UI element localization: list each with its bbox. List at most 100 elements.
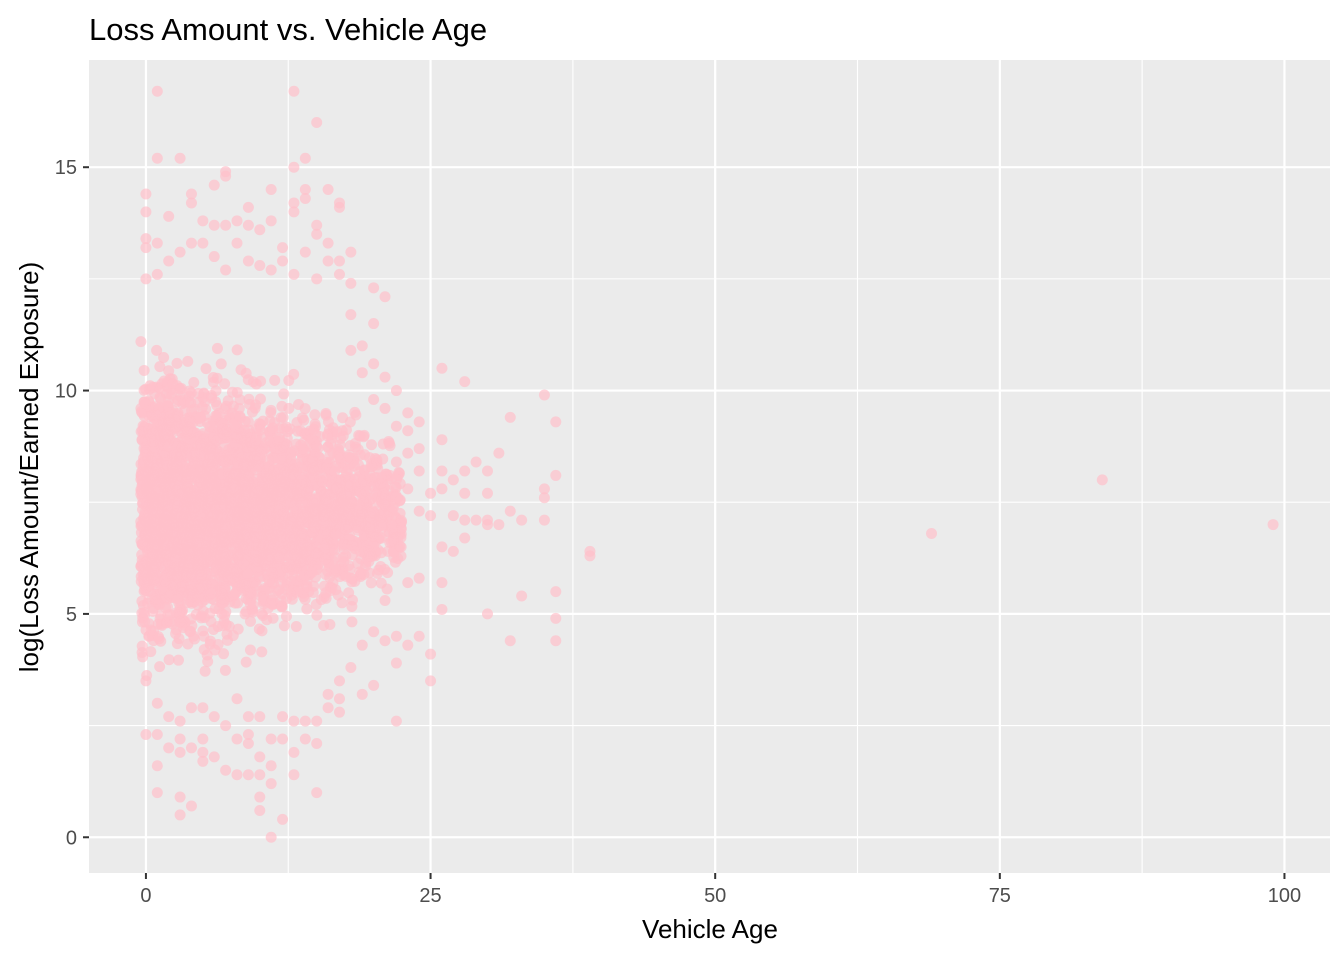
scatter-point <box>356 688 368 700</box>
scatter-point <box>137 474 149 486</box>
scatter-point <box>343 587 355 599</box>
scatter-point <box>169 438 181 450</box>
scatter-point <box>244 644 256 656</box>
scatter-point <box>220 264 232 276</box>
scatter-point <box>241 567 253 579</box>
scatter-point <box>345 246 357 258</box>
scatter-point <box>285 448 297 460</box>
scatter-point <box>219 378 231 390</box>
scatter-point <box>254 751 266 763</box>
scatter-point <box>436 465 448 477</box>
scatter-point <box>504 505 516 517</box>
scatter-point <box>174 152 186 164</box>
scatter-point <box>219 609 231 621</box>
scatter-point <box>136 640 148 652</box>
scatter-point <box>174 246 186 258</box>
scatter-point <box>390 456 402 468</box>
scatter-point <box>183 539 195 551</box>
scatter-point <box>197 755 209 767</box>
x-axis-title: Vehicle Age <box>642 914 778 944</box>
scatter-point <box>375 577 387 589</box>
scatter-point <box>265 264 277 276</box>
scatter-point <box>188 376 200 388</box>
scatter-point <box>319 524 331 536</box>
scatter-point <box>333 197 345 209</box>
scatter-point <box>276 588 288 600</box>
scatter-point <box>263 495 275 507</box>
scatter-point <box>197 746 209 758</box>
scatter-point <box>402 407 414 419</box>
scatter-point <box>352 558 364 570</box>
scatter-point <box>311 117 323 129</box>
scatter-point <box>226 386 238 398</box>
scatter-point <box>356 639 368 651</box>
scatter-point <box>344 416 356 428</box>
scatter-point <box>207 575 219 587</box>
scatter-point <box>375 532 387 544</box>
scatter-point <box>352 524 364 536</box>
scatter-point <box>140 188 152 200</box>
scatter-point <box>197 237 209 249</box>
scatter-point <box>250 497 262 509</box>
scatter-point <box>265 831 277 843</box>
scatter-point <box>135 458 147 470</box>
scatter-point <box>242 737 254 749</box>
scatter-point <box>447 545 459 557</box>
scatter-point <box>1096 474 1108 486</box>
y-axis-title: log(Loss Amount/Earned Exposure) <box>14 262 44 672</box>
scatter-point <box>140 206 152 218</box>
scatter-point <box>185 397 197 409</box>
x-axis: 0 25 50 75 100 <box>140 873 1301 907</box>
scatter-point <box>311 737 323 749</box>
scatter-point <box>413 630 425 642</box>
x-tick-label: 50 <box>704 885 726 907</box>
scatter-point <box>170 472 182 484</box>
scatter-point <box>207 533 219 545</box>
scatter-point <box>386 505 398 517</box>
scatter-point <box>139 576 151 588</box>
scatter-point <box>231 215 243 227</box>
scatter-point <box>296 497 308 509</box>
scatter-point <box>185 237 197 249</box>
scatter-point <box>242 255 254 267</box>
scatter-point <box>151 729 163 741</box>
chart-title: Loss Amount vs. Vehicle Age <box>89 12 487 47</box>
scatter-point <box>206 459 218 471</box>
scatter-point <box>194 466 206 478</box>
scatter-point <box>538 483 550 495</box>
scatter-point <box>470 456 482 468</box>
scatter-point <box>301 603 313 615</box>
scatter-point <box>199 665 211 677</box>
scatter-point <box>277 813 289 825</box>
scatter-point <box>322 184 334 196</box>
scatter-point <box>377 453 389 465</box>
scatter-point <box>239 608 251 620</box>
scatter-point <box>335 433 347 445</box>
scatter-point <box>368 626 380 638</box>
scatter-point <box>307 587 319 599</box>
scatter-point <box>368 393 380 405</box>
scatter-point <box>363 545 375 557</box>
scatter-point <box>344 563 356 575</box>
scatter-point <box>516 590 528 602</box>
scatter-point <box>321 430 333 442</box>
scatter-point <box>288 368 300 380</box>
scatter-point <box>447 510 459 522</box>
scatter-point <box>288 746 300 758</box>
scatter-point <box>275 412 287 424</box>
scatter-point <box>197 215 209 227</box>
scatter-point <box>436 434 448 446</box>
scatter-point <box>163 742 175 754</box>
scatter-point <box>238 558 250 570</box>
scatter-point <box>151 344 163 356</box>
scatter-point <box>151 237 163 249</box>
scatter-point <box>204 584 216 596</box>
scatter-point <box>265 184 277 196</box>
scatter-point <box>447 474 459 486</box>
scatter-point <box>333 675 345 687</box>
scatter-point <box>262 553 274 565</box>
scatter-point <box>307 456 319 468</box>
scatter-point <box>158 352 170 364</box>
scatter-point <box>311 609 323 621</box>
scatter-point <box>147 497 159 509</box>
